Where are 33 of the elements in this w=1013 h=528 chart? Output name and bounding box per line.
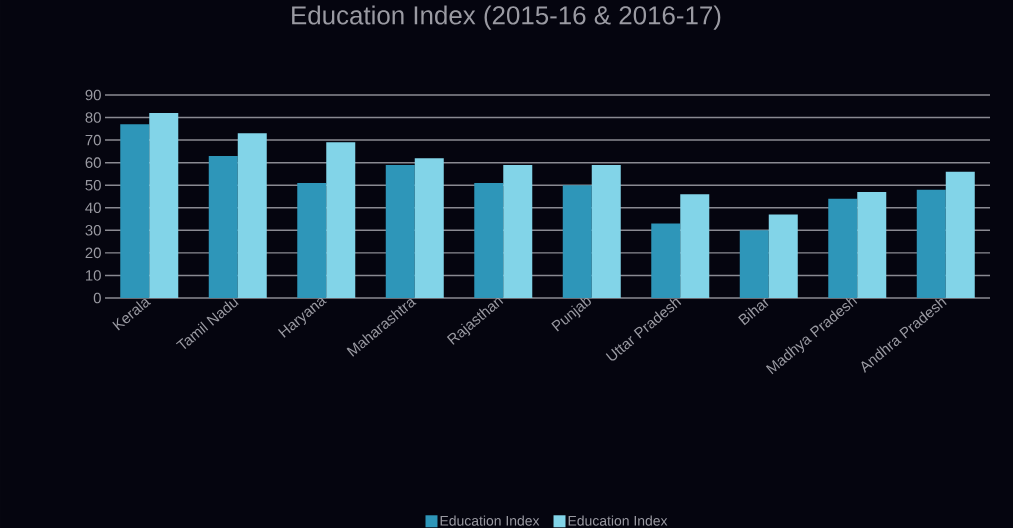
y-tick-label: 10 (86, 270, 101, 281)
bar (237, 133, 267, 298)
bar (768, 214, 798, 298)
bar (651, 223, 681, 298)
y-tick-label: 70 (85, 134, 101, 146)
bar (208, 155, 238, 298)
y-tick-label: 20 (85, 247, 101, 259)
bar (414, 158, 444, 298)
y-tick-label: 80 (85, 112, 101, 123)
y-tick-label: 60 (85, 157, 101, 168)
bar (385, 164, 415, 298)
bar (680, 194, 710, 298)
bar (828, 198, 858, 298)
bar (857, 191, 887, 298)
y-tick-label: 50 (85, 179, 101, 191)
bar (474, 182, 504, 298)
y-tick-label: 30 (85, 225, 101, 236)
bar (739, 230, 769, 298)
bar (297, 182, 327, 298)
bar (916, 189, 946, 298)
y-tick-label: 90 (85, 89, 101, 101)
legend-label: Education Index (440, 515, 540, 526)
bar (591, 164, 621, 298)
bar (562, 185, 592, 298)
bar (149, 113, 179, 298)
bar (326, 142, 356, 298)
chart-title: Education Index (2015-16 & 2016-17) (292, 5, 721, 30)
bar (945, 171, 975, 298)
bar (120, 124, 150, 298)
y-tick-label: 0 (93, 292, 101, 304)
y-tick-label: 40 (85, 202, 101, 214)
legend-label: Education Index (568, 515, 668, 526)
bar (503, 164, 533, 298)
